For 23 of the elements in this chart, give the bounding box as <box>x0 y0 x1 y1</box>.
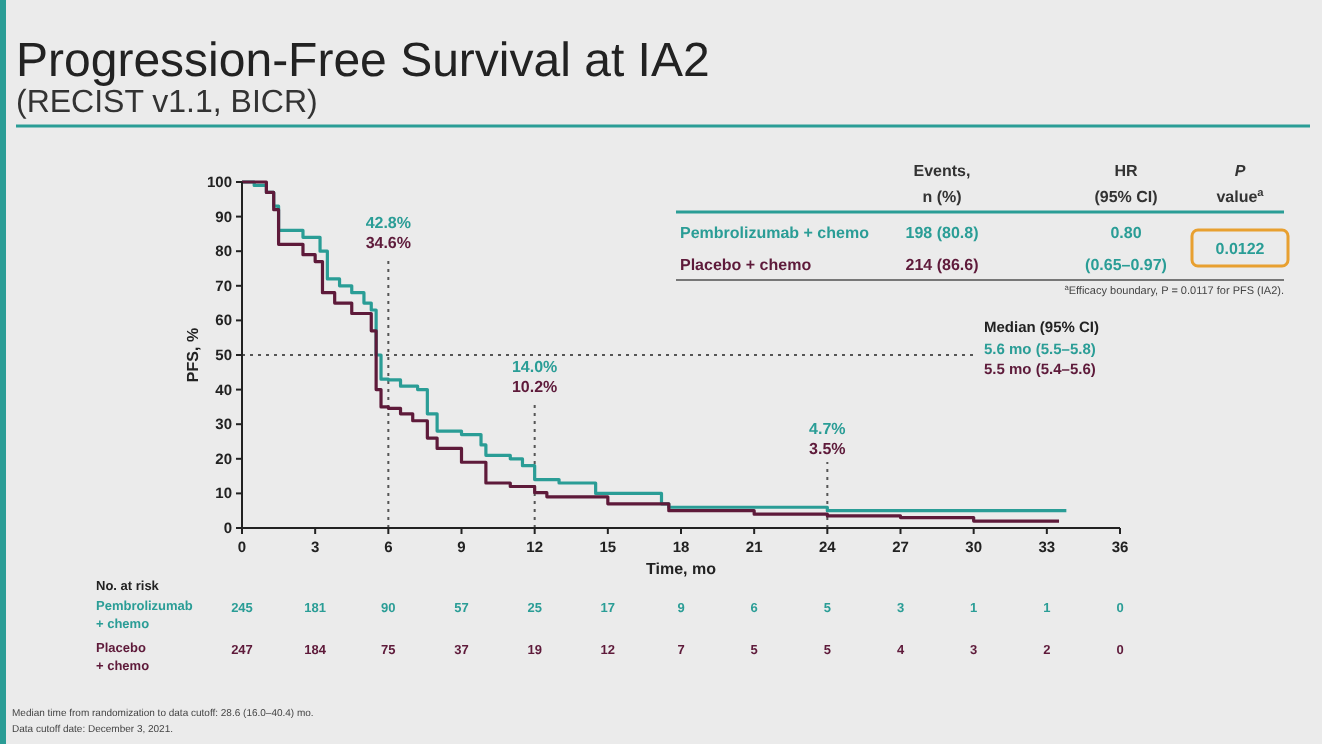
annotation: 34.6% <box>365 234 412 252</box>
annotation: 3.5% <box>809 440 846 458</box>
text: Placebo + chemo <box>680 256 812 274</box>
y-axis-title: PFS, % <box>184 327 202 383</box>
annotation: (95% CI) <box>1094 188 1159 206</box>
text: Pembrolizumab + chemo <box>680 224 870 242</box>
annotation: 14.0% <box>511 358 558 376</box>
annotation: n (%) <box>922 188 963 206</box>
annotation: 0.80 <box>1110 224 1143 242</box>
text: HR <box>1114 162 1138 180</box>
text: value$^{a}$ <box>1216 188 1266 206</box>
annotation: 214 (86.6) <box>905 256 980 274</box>
text: 0.0122 <box>1215 240 1266 258</box>
annotation: 198 (80.8) <box>905 224 980 242</box>
chart-subtitle: (RECIST v1.1, BICR) <box>16 86 318 120</box>
x-axis-title: Time, mo <box>646 560 717 578</box>
chart-title: Progression-Free Survival at IA2 <box>16 34 710 88</box>
annotation: (0.65–0.97) <box>1085 256 1168 274</box>
annotation: 4.7% <box>809 420 846 438</box>
annotation: 42.8% <box>365 214 412 232</box>
text: Events, <box>913 162 971 180</box>
text: P <box>1234 162 1247 180</box>
annotation: 10.2% <box>511 378 558 396</box>
